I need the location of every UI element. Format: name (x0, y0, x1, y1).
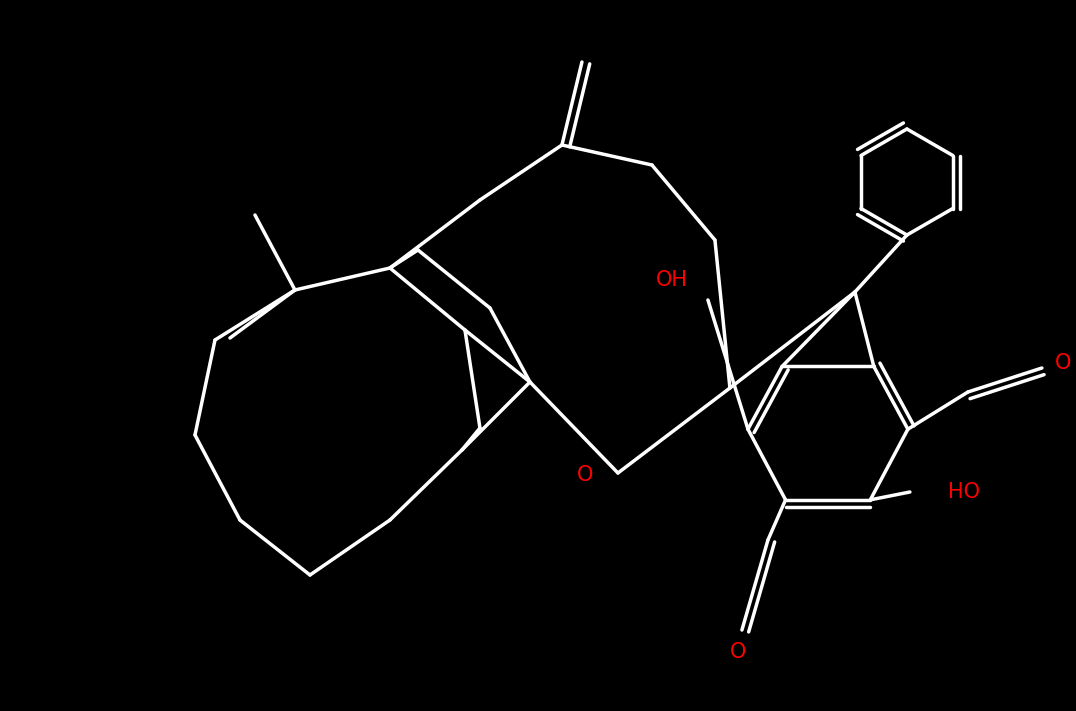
Text: HO: HO (948, 482, 980, 502)
Text: O: O (577, 465, 593, 485)
Text: O: O (1054, 353, 1072, 373)
Text: OH: OH (656, 270, 688, 290)
Text: O: O (730, 642, 746, 662)
